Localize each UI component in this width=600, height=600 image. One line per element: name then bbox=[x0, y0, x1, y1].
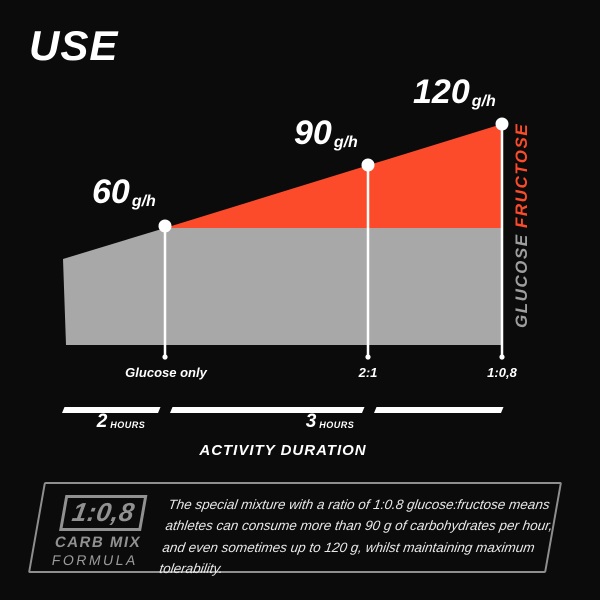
carb-mix-formula-badge: 1:0,8 CARB MIX FORMULA bbox=[51, 495, 150, 568]
category-label-2-1: 2:1 bbox=[358, 365, 378, 380]
carb-mix-chart bbox=[62, 117, 509, 413]
duration-number: 2 bbox=[96, 411, 108, 432]
duration-unit: HOURS bbox=[319, 420, 355, 431]
tick-dot-1-0-8 bbox=[499, 354, 505, 360]
duration-number: 3 bbox=[305, 411, 317, 432]
value-number: 60 bbox=[92, 173, 130, 211]
page-title: USE bbox=[29, 22, 119, 69]
duration-label-3-hours: 3 HOURS bbox=[305, 411, 355, 432]
duration-unit: HOURS bbox=[110, 420, 146, 431]
fructose-series-label: FRUCTOSE bbox=[512, 122, 531, 228]
timeline-bar-1 bbox=[62, 407, 161, 413]
duration-label-2-hours: 2 HOURS bbox=[96, 411, 146, 432]
timeline-bar-3 bbox=[374, 407, 504, 413]
badge-carb-mix-label: CARB MIX bbox=[53, 533, 143, 551]
timeline-bar-2 bbox=[170, 407, 365, 413]
category-label-1-0-8: 1:0,8 bbox=[487, 365, 517, 380]
data-point-60 bbox=[158, 219, 172, 233]
value-unit: g/h bbox=[333, 133, 358, 151]
value-number: 120 bbox=[413, 73, 470, 111]
fructose-area bbox=[165, 124, 502, 228]
glucose-series-label: GLUCOSE bbox=[512, 233, 531, 328]
glucose-area bbox=[63, 228, 502, 345]
data-point-120 bbox=[495, 117, 509, 131]
tick-dot-glucose-only bbox=[162, 354, 168, 360]
x-axis-title: ACTIVITY DURATION bbox=[199, 442, 367, 459]
badge-ratio: 1:0,8 bbox=[59, 495, 148, 531]
data-point-90 bbox=[361, 158, 375, 172]
value-label-90: 90 g/h bbox=[294, 114, 358, 152]
badge-formula-label: FORMULA bbox=[50, 551, 140, 568]
tick-dot-2-1 bbox=[365, 354, 371, 360]
value-label-60: 60 g/h bbox=[92, 173, 156, 211]
value-unit: g/h bbox=[131, 192, 156, 210]
value-label-120: 120 g/h bbox=[413, 73, 496, 111]
category-label-glucose-only: Glucose only bbox=[125, 365, 207, 380]
value-number: 90 bbox=[294, 114, 332, 152]
footer-description: The special mixture with a ratio of 1:0.… bbox=[158, 497, 554, 576]
value-unit: g/h bbox=[471, 92, 496, 110]
